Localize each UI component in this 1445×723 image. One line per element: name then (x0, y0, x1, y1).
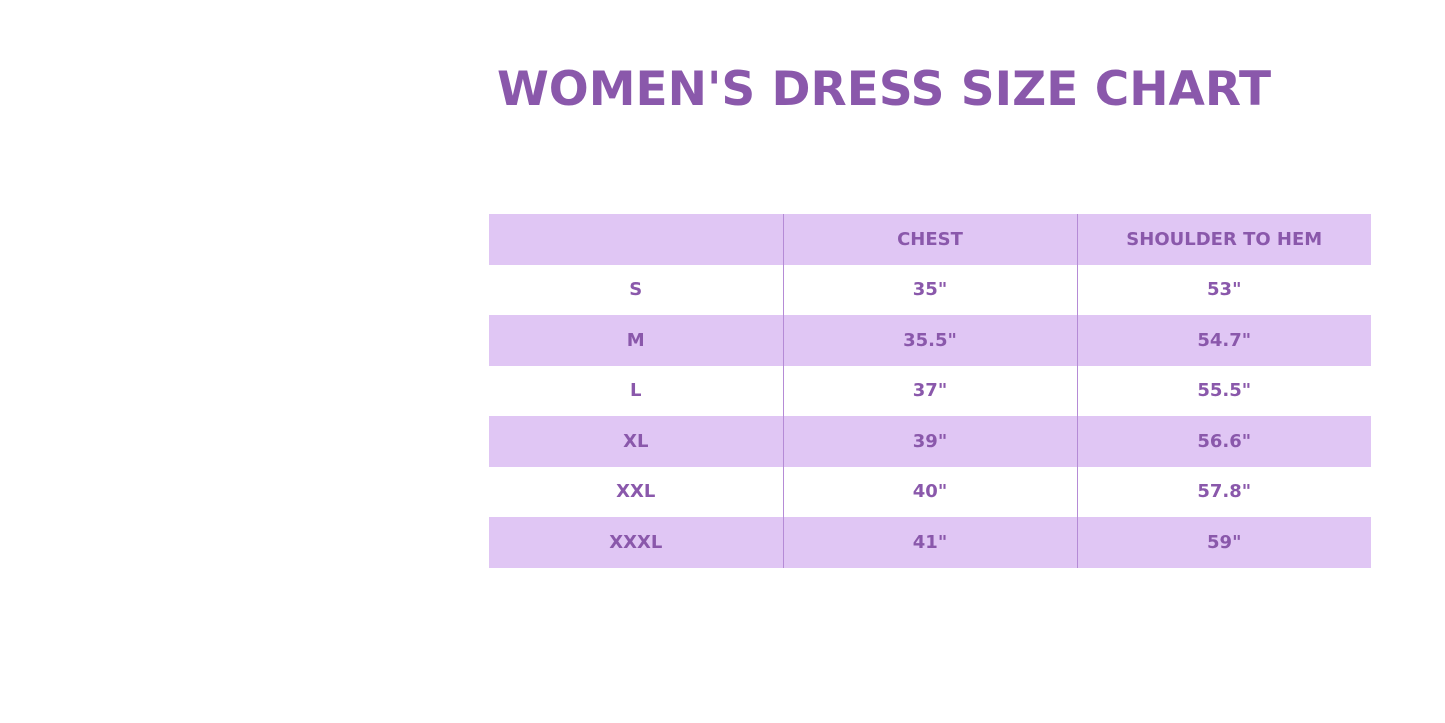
length-cell: 54.7" (1076, 315, 1371, 366)
size-cell: M (626, 329, 645, 351)
table-row: M 35.5" 54.7" (489, 315, 1371, 366)
chest-cell: 40" (782, 466, 1077, 517)
header-shoulder-to-hem: SHOULDER TO HEM (1076, 214, 1371, 265)
page-title: WOMEN'S DRESS SIZE CHART (496, 62, 1272, 117)
length-cell: 59" (1076, 517, 1371, 568)
chest-cell: 35" (782, 264, 1077, 315)
chest-cell: 41" (782, 517, 1077, 568)
size-cell: XXL (616, 481, 656, 503)
chest-cell: 39" (782, 416, 1077, 467)
table-header-row: CHEST SHOULDER TO HEM (489, 214, 1371, 265)
length-cell: 57.8" (1076, 466, 1371, 517)
table-row: XXXL 41" 59" (489, 517, 1371, 568)
size-chart-table: CHEST SHOULDER TO HEM S 35" 53" M 35.5" 54.7… (489, 214, 1371, 568)
table-row: XXL 40" 57.8" (489, 466, 1371, 517)
length-cell: 53" (1076, 264, 1371, 315)
table-row: XL 39" 56.6" (489, 416, 1371, 467)
chest-cell: 35.5" (782, 315, 1077, 366)
table-row: L 37" 55.5" (489, 365, 1371, 416)
header-size (489, 214, 783, 265)
length-cell: 55.5" (1076, 365, 1371, 416)
table-row: S 35" 53" (489, 264, 1371, 315)
size-cell: XL (623, 430, 649, 452)
size-cell: XXXL (609, 531, 663, 553)
size-cell: S (629, 279, 643, 301)
length-cell: 56.6" (1076, 416, 1371, 467)
header-chest: CHEST (782, 214, 1077, 265)
chest-cell: 37" (782, 365, 1077, 416)
size-cell: L (630, 380, 642, 402)
